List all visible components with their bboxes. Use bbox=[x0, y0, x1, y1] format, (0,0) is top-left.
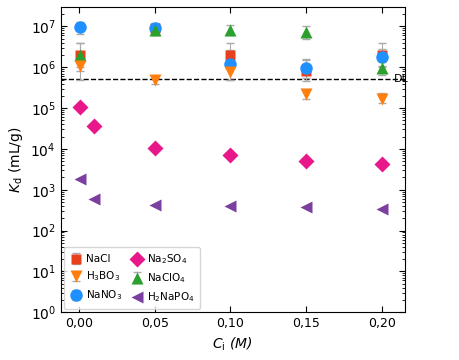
Y-axis label: $K_\mathrm{d}$ (mL/g): $K_\mathrm{d}$ (mL/g) bbox=[7, 126, 25, 193]
H$_2$NaPO$_4$ bbox=[91, 197, 96, 202]
Line: Na$_2$SO$_4$: Na$_2$SO$_4$ bbox=[75, 102, 387, 170]
H$_2$NaPO$_4$ bbox=[78, 177, 83, 181]
H$_2$NaPO$_4$ bbox=[151, 203, 157, 207]
Na$_2$SO$_4$ bbox=[227, 153, 233, 157]
Na$_2$SO$_4$ bbox=[91, 123, 96, 128]
Na$_2$SO$_4$ bbox=[151, 146, 157, 150]
X-axis label: $C_\mathrm{i}$ (M): $C_\mathrm{i}$ (M) bbox=[212, 336, 252, 353]
Legend: NaCl, H$_3$BO$_3$, NaNO$_3$, Na$_2$SO$_4$, NaClO$_4$, H$_2$NaPO$_4$: NaCl, H$_3$BO$_3$, NaNO$_3$, Na$_2$SO$_4… bbox=[64, 247, 200, 309]
Na$_2$SO$_4$ bbox=[78, 105, 83, 109]
Na$_2$SO$_4$ bbox=[303, 159, 308, 163]
H$_2$NaPO$_4$ bbox=[379, 207, 384, 211]
Na$_2$SO$_4$ bbox=[379, 162, 384, 166]
Text: DL: DL bbox=[393, 74, 408, 84]
H$_2$NaPO$_4$ bbox=[303, 205, 308, 210]
Line: H$_2$NaPO$_4$: H$_2$NaPO$_4$ bbox=[74, 173, 387, 215]
H$_2$NaPO$_4$ bbox=[227, 203, 233, 208]
